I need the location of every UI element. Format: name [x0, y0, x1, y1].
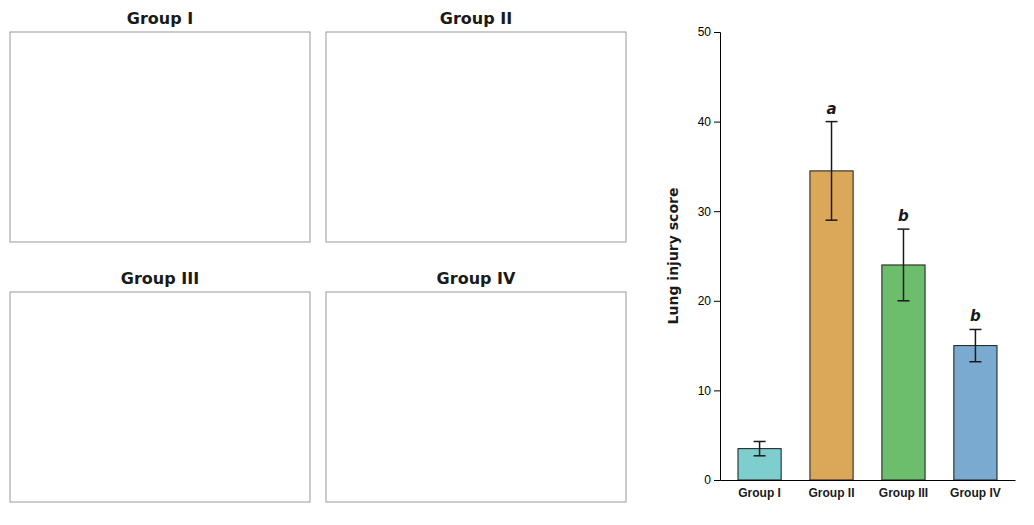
- error-cap: [754, 455, 766, 457]
- figure: Group I Group II Group III Group IV a b b 0 10 20…: [0, 0, 1034, 525]
- tick-mark: [714, 480, 720, 481]
- error-cap: [826, 219, 838, 221]
- tick-label: 50: [698, 25, 712, 39]
- axis-line: [714, 33, 721, 481]
- x-tick: Group III: [879, 486, 928, 500]
- error-bar: [969, 329, 981, 361]
- error-stem: [903, 229, 905, 301]
- image-title: Group II: [440, 9, 512, 28]
- tick-label: 20: [698, 294, 712, 308]
- error-bar: [754, 441, 766, 455]
- image-frame: [10, 292, 310, 502]
- annotations: a b b: [826, 100, 981, 326]
- tick-label: Group III: [879, 486, 928, 500]
- image-title: Group IV: [437, 269, 516, 288]
- tick-mark: [714, 122, 720, 123]
- tick-mark: [714, 32, 720, 33]
- image-frame: [10, 32, 310, 242]
- error-cap: [897, 300, 909, 302]
- error-stem: [759, 441, 761, 455]
- y-tick: 10: [698, 384, 720, 398]
- tick-mark: [714, 390, 720, 391]
- tick-label: 30: [698, 205, 712, 219]
- image-panel: Group IV: [326, 269, 626, 502]
- plot-area: [738, 122, 997, 480]
- error-bar: [826, 122, 838, 221]
- x-tick: Group I: [738, 486, 781, 500]
- tick-label: 0: [704, 473, 711, 487]
- y-tick: 40: [698, 115, 720, 129]
- error-stem: [831, 122, 833, 221]
- annotation: a: [826, 100, 836, 118]
- tick-mark: [714, 211, 720, 212]
- image-title: Group III: [121, 269, 199, 288]
- tick-label: 10: [698, 384, 712, 398]
- bar: [954, 346, 997, 480]
- error-cap: [826, 121, 838, 123]
- y-tick: 0: [704, 473, 720, 487]
- y-tick: 30: [698, 205, 720, 219]
- image-title: Group I: [127, 9, 193, 28]
- error-cap: [897, 228, 909, 230]
- x-tick: Group II: [809, 486, 855, 500]
- bar-chart: abb01020304050Group IGroup IIGroup IIIGr…: [665, 25, 1016, 499]
- y-axis-title: Lung injury score: [665, 188, 681, 325]
- axis-line: [721, 480, 1016, 481]
- image-frame: [326, 32, 626, 242]
- image-panel: Group III: [10, 269, 310, 502]
- image-panel: Group II: [326, 9, 626, 242]
- error-cap: [969, 329, 981, 331]
- tick-label: 40: [698, 115, 712, 129]
- tick-label: Group IV: [950, 486, 1001, 500]
- error-cap: [754, 441, 766, 443]
- image-frame: [326, 292, 626, 502]
- tick-label: Group I: [738, 486, 781, 500]
- error-bar: [897, 229, 909, 301]
- image-panel: Group I: [10, 9, 310, 242]
- y-tick: 20: [698, 294, 720, 308]
- error-stem: [975, 329, 977, 361]
- annotation: b: [970, 307, 981, 325]
- y-tick: 50: [698, 25, 720, 39]
- annotation: b: [898, 207, 909, 225]
- x-tick: Group IV: [950, 486, 1001, 500]
- y-axis: 0 10 20 30 40 50: [698, 25, 721, 487]
- tick-mark: [714, 301, 720, 302]
- tick-label: Group II: [809, 486, 855, 500]
- error-cap: [969, 361, 981, 363]
- x-axis: Group I Group II Group III Group IV: [721, 481, 1016, 500]
